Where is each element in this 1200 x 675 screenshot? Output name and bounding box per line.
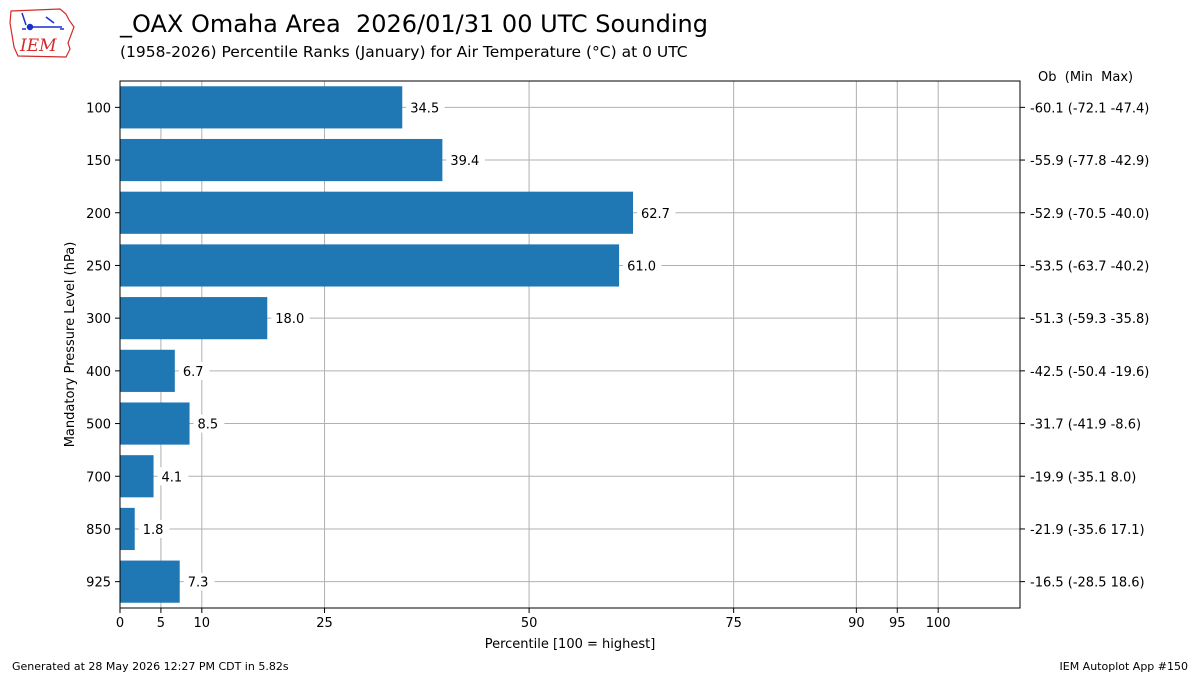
value-label: 34.5 [410, 101, 439, 116]
value-label-bg [138, 519, 170, 538]
value-label: 18.0 [275, 312, 304, 327]
value-label-bg [271, 309, 310, 328]
value-label: 6.7 [183, 365, 204, 380]
x-tick-label: 95 [889, 616, 906, 631]
value-label-bg [637, 203, 676, 222]
bar [120, 560, 180, 603]
x-tick-label: 10 [194, 616, 211, 631]
right-label: -31.7 (-41.9 -8.6) [1030, 418, 1141, 433]
y-tick-label: 500 [86, 418, 111, 433]
value-label: 1.8 [143, 523, 164, 538]
bar [120, 138, 443, 182]
bar [120, 507, 135, 551]
right-label: -16.5 (-28.5 18.6) [1030, 576, 1145, 591]
chart-title: _OAX Omaha Area 2026/01/31 00 UTC Soundi… [120, 10, 708, 38]
chart-subtitle: (1958-2026) Percentile Ranks (January) f… [120, 43, 688, 61]
x-tick-label: 25 [316, 616, 333, 631]
x-tick-label: 50 [521, 616, 538, 631]
y-tick-label: 300 [86, 312, 111, 327]
bar [120, 349, 175, 392]
right-label: -55.9 (-77.8 -42.9) [1030, 154, 1149, 169]
value-label: 7.3 [188, 576, 209, 591]
y-tick-label: 850 [86, 523, 111, 538]
value-label: 62.7 [641, 207, 670, 222]
x-tick-label: 90 [848, 616, 865, 631]
bar [120, 191, 633, 234]
right-label: -52.9 (-70.5 -40.0) [1030, 207, 1149, 222]
y-tick-label: 700 [86, 470, 111, 485]
autoplot-app-label: IEM Autoplot App #150 [1059, 660, 1189, 673]
right-column-header: Ob (Min Max) [1038, 70, 1133, 85]
iowa-outline-icon [9, 8, 75, 58]
y-tick-label: 925 [86, 576, 111, 591]
y-tick-label: 100 [86, 101, 111, 116]
y-tick-label: 150 [86, 154, 111, 169]
value-label-bg [406, 98, 445, 117]
x-tick-label: 5 [157, 616, 165, 631]
y-tick-label: 200 [86, 207, 111, 222]
value-label: 61.0 [627, 259, 656, 274]
x-tick-label: 100 [926, 616, 951, 631]
value-label: 39.4 [450, 154, 479, 169]
bar [120, 455, 154, 498]
value-label: 4.1 [162, 470, 183, 485]
x-tick-label: 0 [116, 616, 124, 631]
y-axis-label: Mandatory Pressure Level (hPa) [63, 242, 78, 448]
plot-frame [119, 80, 1021, 609]
value-label-bg [183, 572, 215, 591]
generated-timestamp: Generated at 28 May 2026 12:27 PM CDT in… [12, 660, 289, 673]
x-tick-label: 75 [725, 616, 742, 631]
right-label: -60.1 (-72.1 -47.4) [1030, 101, 1149, 116]
logo-text: IEM [19, 36, 57, 56]
bar [120, 86, 403, 129]
x-axis-label: Percentile [100 = highest] [485, 637, 656, 652]
value-label-bg [193, 414, 225, 433]
right-label: -51.3 (-59.3 -35.8) [1030, 312, 1149, 327]
y-tick-label: 250 [86, 259, 111, 274]
bar [120, 402, 190, 445]
right-label: -21.9 (-35.6 17.1) [1030, 523, 1145, 538]
value-label-bg [157, 467, 189, 486]
value-label-bg [623, 256, 662, 275]
bar [120, 297, 268, 340]
right-label: -42.5 (-50.4 -19.6) [1030, 365, 1149, 380]
value-label-bg [446, 151, 485, 170]
y-tick-label: 400 [86, 365, 111, 380]
right-label: -53.5 (-63.7 -40.2) [1030, 259, 1149, 274]
iem-logo: IEM [9, 8, 75, 58]
value-label: 8.5 [198, 418, 219, 433]
weather-station-icon [21, 12, 64, 31]
right-label: -19.9 (-35.1 8.0) [1030, 470, 1136, 485]
bar [120, 244, 620, 287]
value-label-bg [178, 361, 210, 380]
